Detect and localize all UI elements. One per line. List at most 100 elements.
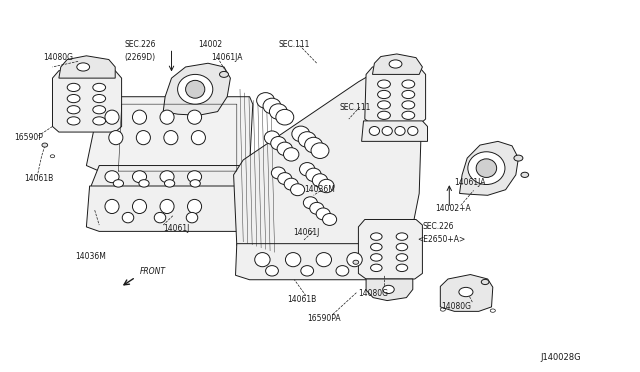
Text: 14002: 14002 [198, 40, 223, 49]
Ellipse shape [139, 180, 149, 187]
Ellipse shape [93, 106, 106, 114]
Ellipse shape [300, 163, 315, 176]
Ellipse shape [190, 180, 200, 187]
Ellipse shape [67, 106, 80, 114]
Ellipse shape [93, 117, 106, 125]
Text: SEC.111: SEC.111 [278, 40, 310, 49]
Ellipse shape [310, 202, 324, 214]
Text: 16590PA: 16590PA [307, 314, 341, 323]
Polygon shape [86, 186, 253, 231]
Ellipse shape [178, 74, 212, 104]
Ellipse shape [323, 214, 337, 225]
Ellipse shape [93, 83, 106, 92]
Ellipse shape [276, 109, 294, 125]
Ellipse shape [298, 132, 316, 147]
Ellipse shape [77, 63, 90, 71]
Ellipse shape [292, 126, 310, 142]
Polygon shape [59, 56, 115, 78]
Ellipse shape [105, 110, 119, 124]
Polygon shape [86, 97, 253, 171]
Ellipse shape [316, 253, 332, 267]
Ellipse shape [191, 131, 205, 145]
Text: 16590P: 16590P [14, 133, 43, 142]
Ellipse shape [383, 285, 394, 294]
Ellipse shape [105, 171, 119, 183]
Ellipse shape [303, 197, 317, 209]
Ellipse shape [311, 143, 329, 158]
Polygon shape [90, 166, 253, 190]
Polygon shape [366, 279, 413, 301]
Ellipse shape [396, 264, 408, 272]
Text: J140028G: J140028G [541, 353, 581, 362]
Ellipse shape [440, 308, 445, 311]
Ellipse shape [378, 80, 390, 88]
Ellipse shape [51, 155, 55, 158]
Ellipse shape [402, 111, 415, 119]
Ellipse shape [369, 126, 380, 135]
Ellipse shape [93, 94, 106, 103]
Text: SEC.111: SEC.111 [339, 103, 371, 112]
Ellipse shape [164, 180, 175, 187]
Ellipse shape [408, 126, 418, 135]
Ellipse shape [67, 94, 80, 103]
Polygon shape [460, 141, 518, 195]
Ellipse shape [277, 142, 292, 155]
Ellipse shape [285, 253, 301, 267]
Ellipse shape [521, 172, 529, 177]
Ellipse shape [109, 131, 123, 145]
Ellipse shape [316, 208, 330, 220]
Ellipse shape [136, 131, 150, 145]
Ellipse shape [305, 137, 323, 153]
Ellipse shape [160, 171, 174, 183]
Text: 14061B: 14061B [287, 295, 316, 304]
Polygon shape [365, 67, 426, 125]
Ellipse shape [396, 233, 408, 240]
Polygon shape [358, 219, 422, 279]
Ellipse shape [255, 253, 270, 267]
Ellipse shape [132, 199, 147, 214]
Ellipse shape [312, 174, 328, 187]
Text: 14061J: 14061J [163, 224, 189, 233]
Ellipse shape [186, 212, 198, 223]
Ellipse shape [67, 83, 80, 92]
Ellipse shape [113, 180, 124, 187]
Polygon shape [163, 63, 230, 115]
Ellipse shape [154, 212, 166, 223]
Ellipse shape [378, 101, 390, 109]
Ellipse shape [271, 167, 285, 179]
Ellipse shape [389, 60, 402, 68]
Ellipse shape [42, 143, 48, 147]
Ellipse shape [396, 254, 408, 261]
Ellipse shape [220, 71, 228, 77]
Text: SEC.226: SEC.226 [422, 222, 454, 231]
Polygon shape [362, 121, 428, 141]
Ellipse shape [284, 178, 298, 190]
Ellipse shape [269, 104, 287, 119]
Ellipse shape [306, 168, 321, 182]
Ellipse shape [188, 199, 202, 214]
Text: 14080G: 14080G [442, 302, 472, 311]
Ellipse shape [396, 243, 408, 251]
Ellipse shape [402, 101, 415, 109]
Polygon shape [236, 244, 406, 280]
Ellipse shape [186, 80, 205, 98]
Ellipse shape [395, 126, 405, 135]
Ellipse shape [160, 110, 174, 124]
Text: 14080G: 14080G [44, 53, 74, 62]
Ellipse shape [132, 171, 147, 183]
Text: 14080G: 14080G [358, 289, 388, 298]
Text: <E2650+A>: <E2650+A> [417, 235, 465, 244]
Ellipse shape [371, 254, 382, 261]
Text: 14061JA: 14061JA [454, 178, 486, 187]
Ellipse shape [301, 266, 314, 276]
Text: 14061J: 14061J [293, 228, 319, 237]
Text: 14061JA: 14061JA [211, 53, 243, 62]
Text: SEC.226: SEC.226 [125, 40, 156, 49]
Polygon shape [372, 54, 422, 74]
Ellipse shape [266, 266, 278, 276]
Ellipse shape [402, 80, 415, 88]
Ellipse shape [378, 90, 390, 99]
Ellipse shape [353, 260, 359, 264]
Ellipse shape [257, 93, 275, 108]
Text: 14036M: 14036M [76, 252, 106, 261]
